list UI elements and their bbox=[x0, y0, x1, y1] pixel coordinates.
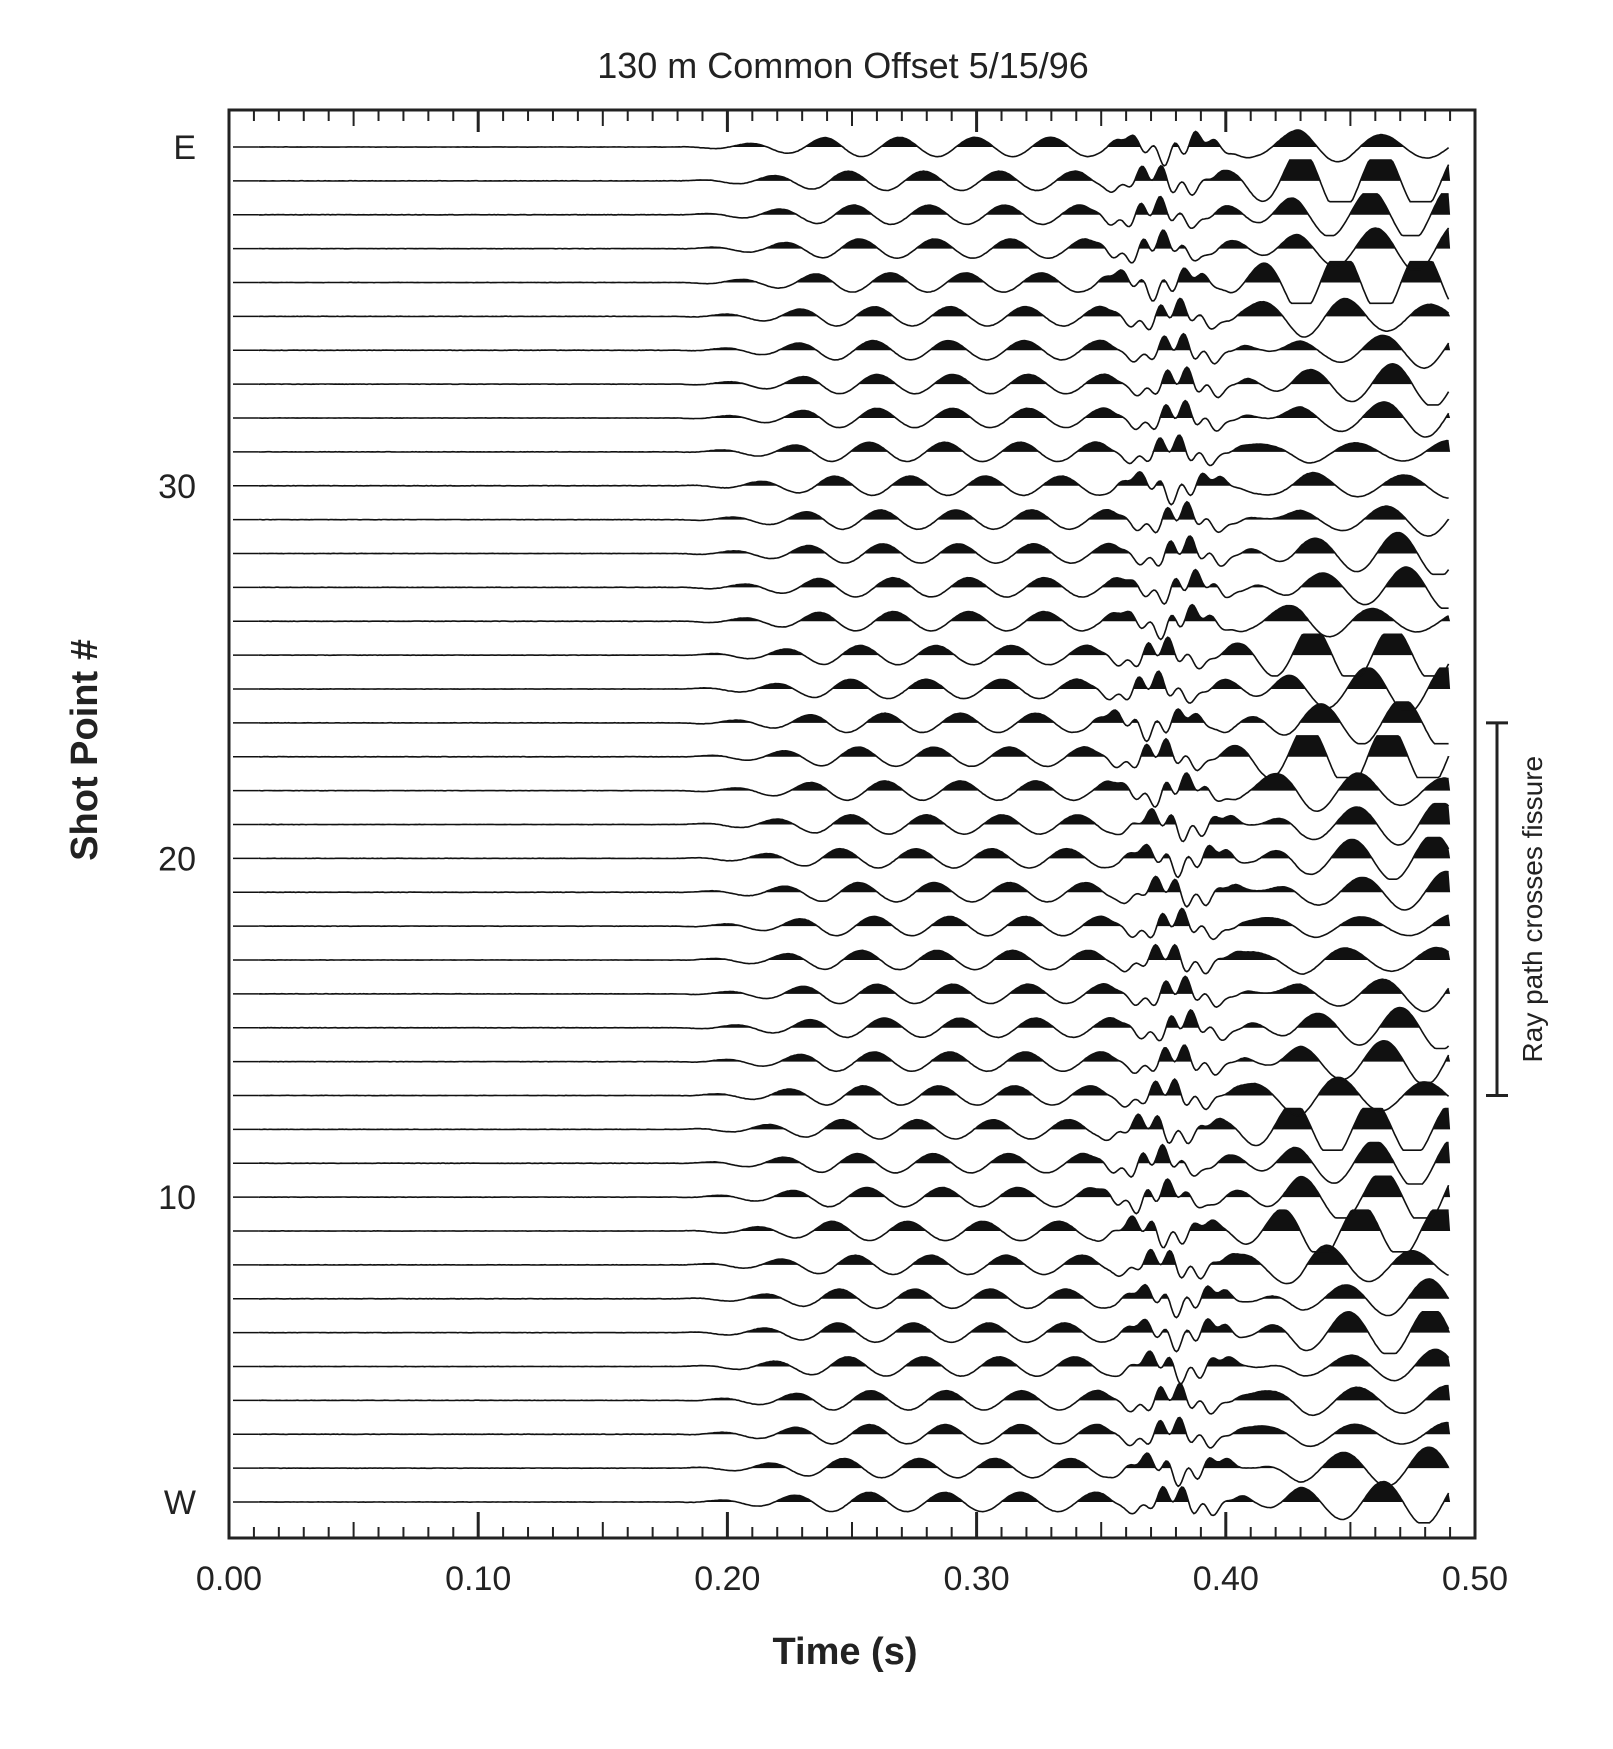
trace-fill bbox=[258, 298, 1451, 317]
trace-line bbox=[258, 701, 1449, 745]
trace-line bbox=[258, 1175, 1450, 1219]
trace-line bbox=[258, 1278, 1450, 1319]
trace-fill bbox=[258, 160, 1451, 181]
x-axis: 0.00 0.10 0.20 0.30 0.40 0.50 bbox=[196, 110, 1508, 1598]
trace-line bbox=[258, 1446, 1450, 1488]
y-tick-label: W bbox=[164, 1484, 196, 1522]
trace-line bbox=[258, 802, 1450, 846]
trace-fill bbox=[258, 228, 1451, 249]
trace-fill bbox=[258, 1245, 1451, 1265]
trace-line bbox=[258, 332, 1450, 370]
trace-line bbox=[258, 1209, 1449, 1253]
y-tick-label: 10 bbox=[158, 1179, 196, 1217]
trace-line bbox=[258, 667, 1449, 711]
x-tick-label: 0.20 bbox=[694, 1560, 760, 1598]
trace-line bbox=[258, 975, 1450, 1013]
trace-line bbox=[258, 1076, 1450, 1117]
trace-line bbox=[258, 297, 1450, 338]
trace-line bbox=[258, 1310, 1450, 1355]
trace-fill bbox=[258, 400, 1451, 418]
y-axis: E 30 20 10 W bbox=[158, 129, 196, 1522]
trace-fill bbox=[258, 634, 1451, 656]
trace-fill bbox=[258, 773, 1451, 791]
trace-line bbox=[258, 907, 1449, 941]
trace-fill bbox=[258, 1108, 1451, 1130]
trace-line bbox=[258, 1382, 1449, 1417]
trace-fill bbox=[258, 363, 1451, 385]
trace-line bbox=[258, 1480, 1450, 1524]
trace-fill bbox=[258, 1311, 1451, 1333]
trace-line bbox=[258, 566, 1449, 609]
y-tick-label: E bbox=[173, 129, 196, 167]
trace-fill bbox=[258, 604, 1451, 622]
fissure-annotation: Ray path crosses fissure bbox=[1486, 721, 1548, 1097]
y-tick-label: 30 bbox=[158, 468, 196, 506]
minor-ticks bbox=[252, 110, 1452, 1538]
trace-fill bbox=[258, 130, 1451, 147]
trace-fill bbox=[258, 532, 1451, 554]
trace-line bbox=[258, 399, 1450, 438]
trace-fill bbox=[258, 668, 1451, 689]
trace-line bbox=[258, 1141, 1449, 1185]
trace-fill bbox=[258, 567, 1451, 588]
trace-line bbox=[258, 159, 1450, 203]
trace-line bbox=[258, 1348, 1450, 1385]
trace-fill bbox=[258, 1142, 1451, 1164]
trace-fill bbox=[258, 976, 1451, 994]
trace-line bbox=[258, 603, 1449, 641]
trace-group bbox=[233, 129, 1451, 1524]
x-tick-label: 0.00 bbox=[196, 1560, 262, 1598]
trace-fill bbox=[258, 193, 1451, 215]
trace-fill bbox=[258, 1210, 1451, 1231]
y-tick-label: 20 bbox=[158, 840, 196, 878]
trace-line bbox=[258, 735, 1450, 779]
trace-fill bbox=[258, 1176, 1451, 1198]
trace-line bbox=[258, 193, 1449, 237]
trace-fill bbox=[258, 1447, 1451, 1469]
trace-fill bbox=[258, 803, 1451, 825]
trace-line bbox=[258, 1244, 1449, 1285]
trace-fill bbox=[258, 702, 1451, 723]
x-tick-label: 0.10 bbox=[445, 1560, 511, 1598]
trace-line bbox=[258, 362, 1450, 406]
trace-line bbox=[258, 943, 1449, 975]
trace-line bbox=[258, 1039, 1450, 1084]
trace-line bbox=[258, 260, 1450, 305]
trace-fill bbox=[258, 1007, 1451, 1028]
trace-line bbox=[258, 500, 1450, 537]
trace-line bbox=[258, 531, 1450, 576]
fissure-annotation-text: Ray path crosses fissure bbox=[1517, 756, 1548, 1063]
x-tick-label: 0.30 bbox=[944, 1560, 1010, 1598]
trace-fill bbox=[258, 471, 1451, 486]
trace-fill bbox=[258, 871, 1451, 893]
x-tick-label: 0.40 bbox=[1193, 1560, 1259, 1598]
trace-line bbox=[258, 1416, 1449, 1449]
trace-line bbox=[258, 633, 1450, 677]
trace-line bbox=[258, 1006, 1450, 1050]
chart-title: 130 m Common Offset 5/15/96 bbox=[597, 45, 1089, 86]
trace-line bbox=[258, 471, 1449, 506]
trace-fill bbox=[258, 261, 1451, 283]
trace-line bbox=[258, 870, 1449, 911]
trace-fill bbox=[258, 1077, 1451, 1096]
trace-line bbox=[258, 772, 1449, 813]
trace-fill bbox=[258, 501, 1451, 520]
trace-line bbox=[258, 434, 1449, 467]
trace-line bbox=[258, 227, 1450, 271]
trace-line bbox=[258, 129, 1450, 167]
trace-line bbox=[258, 1107, 1449, 1151]
x-axis-label: Time (s) bbox=[772, 1631, 917, 1673]
trace-fill bbox=[258, 735, 1451, 757]
y-axis-label: Shot Point # bbox=[64, 639, 106, 861]
trace-fill bbox=[258, 1278, 1451, 1299]
trace-fill bbox=[258, 1040, 1451, 1062]
x-tick-label: 0.50 bbox=[1442, 1560, 1508, 1598]
trace-fill bbox=[258, 333, 1451, 351]
trace-line bbox=[258, 836, 1450, 880]
